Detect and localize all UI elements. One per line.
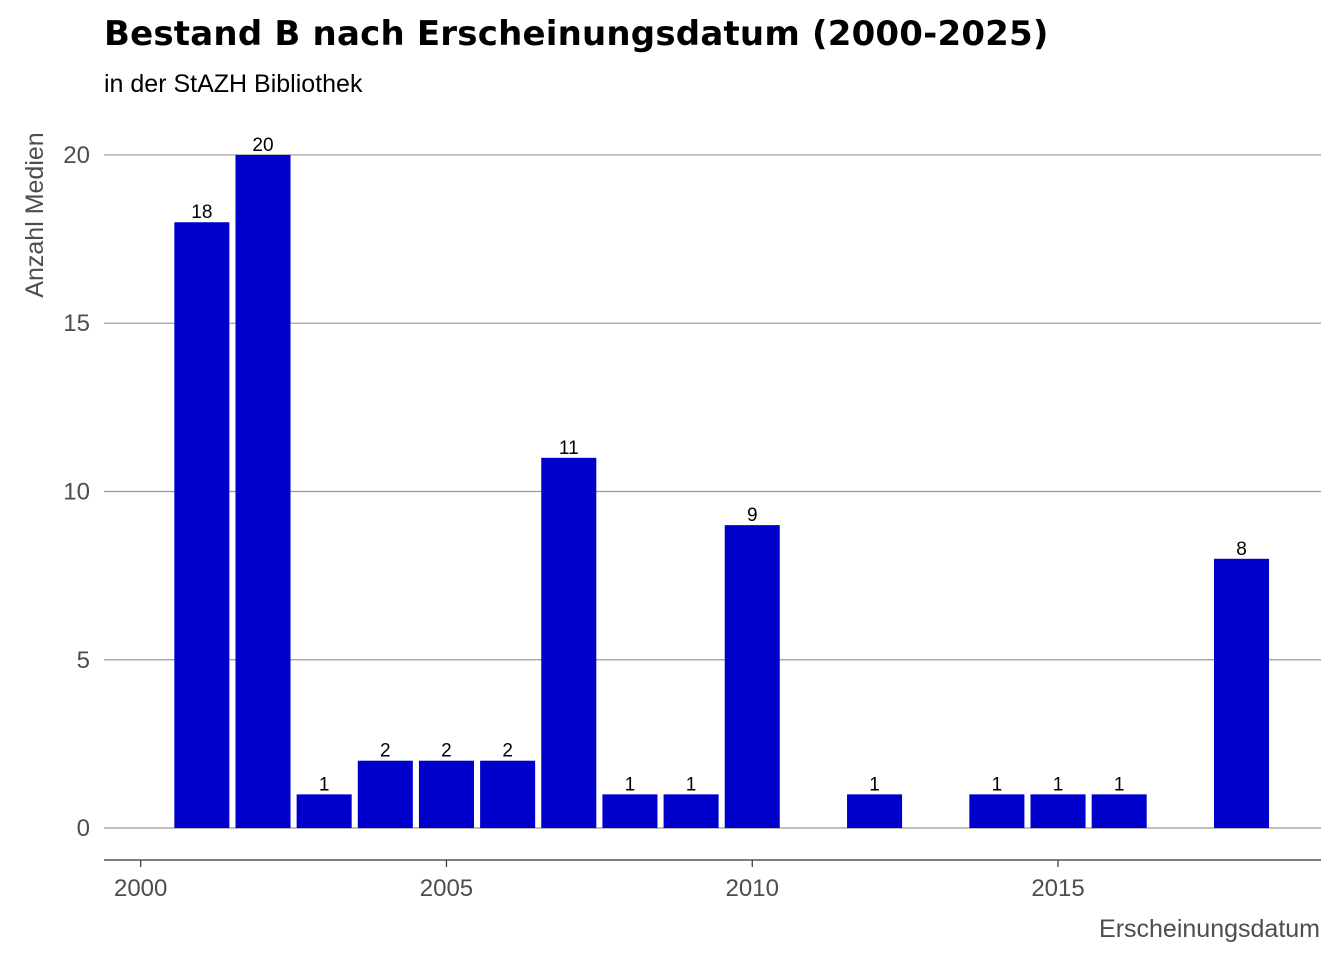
data-label: 20 bbox=[252, 135, 273, 156]
bar bbox=[1213, 558, 1270, 829]
data-label: 1 bbox=[1114, 774, 1125, 795]
x-axis-title: Erscheinungsdatum bbox=[1099, 915, 1320, 943]
bar bbox=[480, 760, 536, 829]
bar bbox=[1030, 794, 1086, 829]
y-tick-label: 15 bbox=[63, 310, 90, 337]
axes: 0 5 10 15 20 2000 2005 2010 2015 bbox=[63, 142, 1321, 902]
data-label: 1 bbox=[686, 774, 697, 795]
x-tick-label: 2005 bbox=[420, 875, 473, 902]
data-label: 1 bbox=[319, 774, 330, 795]
bars bbox=[174, 154, 1270, 829]
data-label: 1 bbox=[869, 774, 880, 795]
data-label: 1 bbox=[992, 774, 1003, 795]
y-tick-label: 10 bbox=[63, 478, 90, 505]
data-label: 1 bbox=[1053, 774, 1064, 795]
bar bbox=[602, 794, 658, 829]
data-label: 2 bbox=[502, 741, 513, 762]
bar bbox=[174, 222, 230, 829]
bar bbox=[235, 154, 291, 829]
data-label: 2 bbox=[441, 741, 452, 762]
bar bbox=[296, 794, 352, 829]
bar bbox=[724, 525, 780, 829]
y-axis-title: Anzahl Medien bbox=[21, 132, 49, 297]
x-tick-label: 2015 bbox=[1031, 875, 1084, 902]
y-tick-label: 20 bbox=[63, 142, 90, 169]
x-tick-label: 2010 bbox=[726, 875, 779, 902]
data-label: 2 bbox=[380, 741, 391, 762]
x-tick-label: 2000 bbox=[114, 875, 167, 902]
y-tick-label: 0 bbox=[77, 815, 90, 842]
bar bbox=[969, 794, 1025, 829]
chart-title: Bestand B nach Erscheinungsdatum (2000-2… bbox=[104, 14, 1049, 54]
data-label: 18 bbox=[191, 202, 212, 223]
data-label: 9 bbox=[747, 505, 758, 526]
data-label: 8 bbox=[1236, 539, 1247, 560]
data-label: 1 bbox=[625, 774, 636, 795]
bar bbox=[418, 760, 474, 829]
bar bbox=[541, 457, 597, 829]
y-tick-label: 5 bbox=[77, 647, 90, 674]
bar bbox=[1091, 794, 1147, 829]
data-label: 11 bbox=[559, 438, 579, 459]
chart-subtitle: in der StAZH Bibliothek bbox=[104, 70, 363, 98]
bar bbox=[847, 794, 903, 829]
bar bbox=[357, 760, 413, 829]
bar bbox=[663, 794, 719, 829]
